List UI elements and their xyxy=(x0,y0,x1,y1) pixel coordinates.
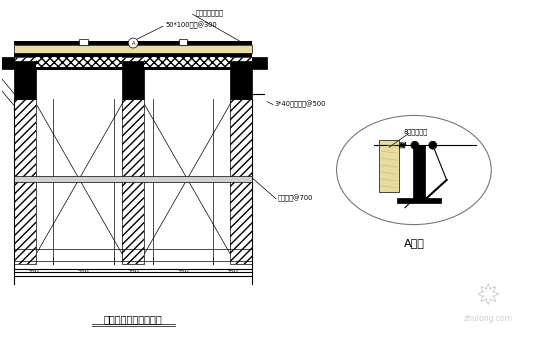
Bar xyxy=(230,99,252,264)
Bar xyxy=(14,99,36,264)
Bar xyxy=(14,67,252,70)
Bar xyxy=(0,57,14,69)
Bar xyxy=(122,61,144,99)
Bar xyxy=(122,99,144,264)
Circle shape xyxy=(429,141,437,149)
Text: 8斤锚链穿孔: 8斤锚链穿孔 xyxy=(404,128,428,135)
Bar xyxy=(144,57,230,67)
Bar xyxy=(14,61,36,99)
Text: 阶梯教室梁板支撑系统: 阶梯教室梁板支撑系统 xyxy=(104,314,162,324)
Text: 钢管支柱@700: 钢管支柱@700 xyxy=(278,195,314,202)
Text: 550: 550 xyxy=(77,269,89,274)
Ellipse shape xyxy=(337,116,491,225)
Text: A大样: A大样 xyxy=(403,238,424,248)
Text: 模板侧向斜支撑: 模板侧向斜支撑 xyxy=(195,9,223,16)
Circle shape xyxy=(411,141,419,149)
Bar xyxy=(413,145,425,198)
Bar xyxy=(230,61,252,99)
Bar xyxy=(122,99,144,264)
Bar xyxy=(179,39,188,45)
Bar xyxy=(14,45,252,53)
Text: A: A xyxy=(132,41,135,45)
Bar xyxy=(230,99,252,264)
Bar xyxy=(252,57,267,69)
Bar xyxy=(379,140,399,192)
Text: 3*40钢侧面枋@500: 3*40钢侧面枋@500 xyxy=(275,100,326,108)
Text: zhulong.com: zhulong.com xyxy=(464,314,513,323)
Text: 350: 350 xyxy=(127,269,139,274)
Text: 350: 350 xyxy=(27,269,39,274)
Text: 50*100木枋@300: 50*100木枋@300 xyxy=(166,21,218,29)
Text: 350: 350 xyxy=(227,269,239,274)
Bar xyxy=(79,39,88,45)
Bar xyxy=(36,57,122,67)
Bar xyxy=(396,198,441,203)
Bar xyxy=(14,53,252,57)
Bar xyxy=(14,57,252,67)
Bar xyxy=(14,99,36,264)
Bar xyxy=(14,176,252,182)
Text: 550: 550 xyxy=(177,269,189,274)
Bar xyxy=(14,41,252,45)
Circle shape xyxy=(128,38,138,48)
